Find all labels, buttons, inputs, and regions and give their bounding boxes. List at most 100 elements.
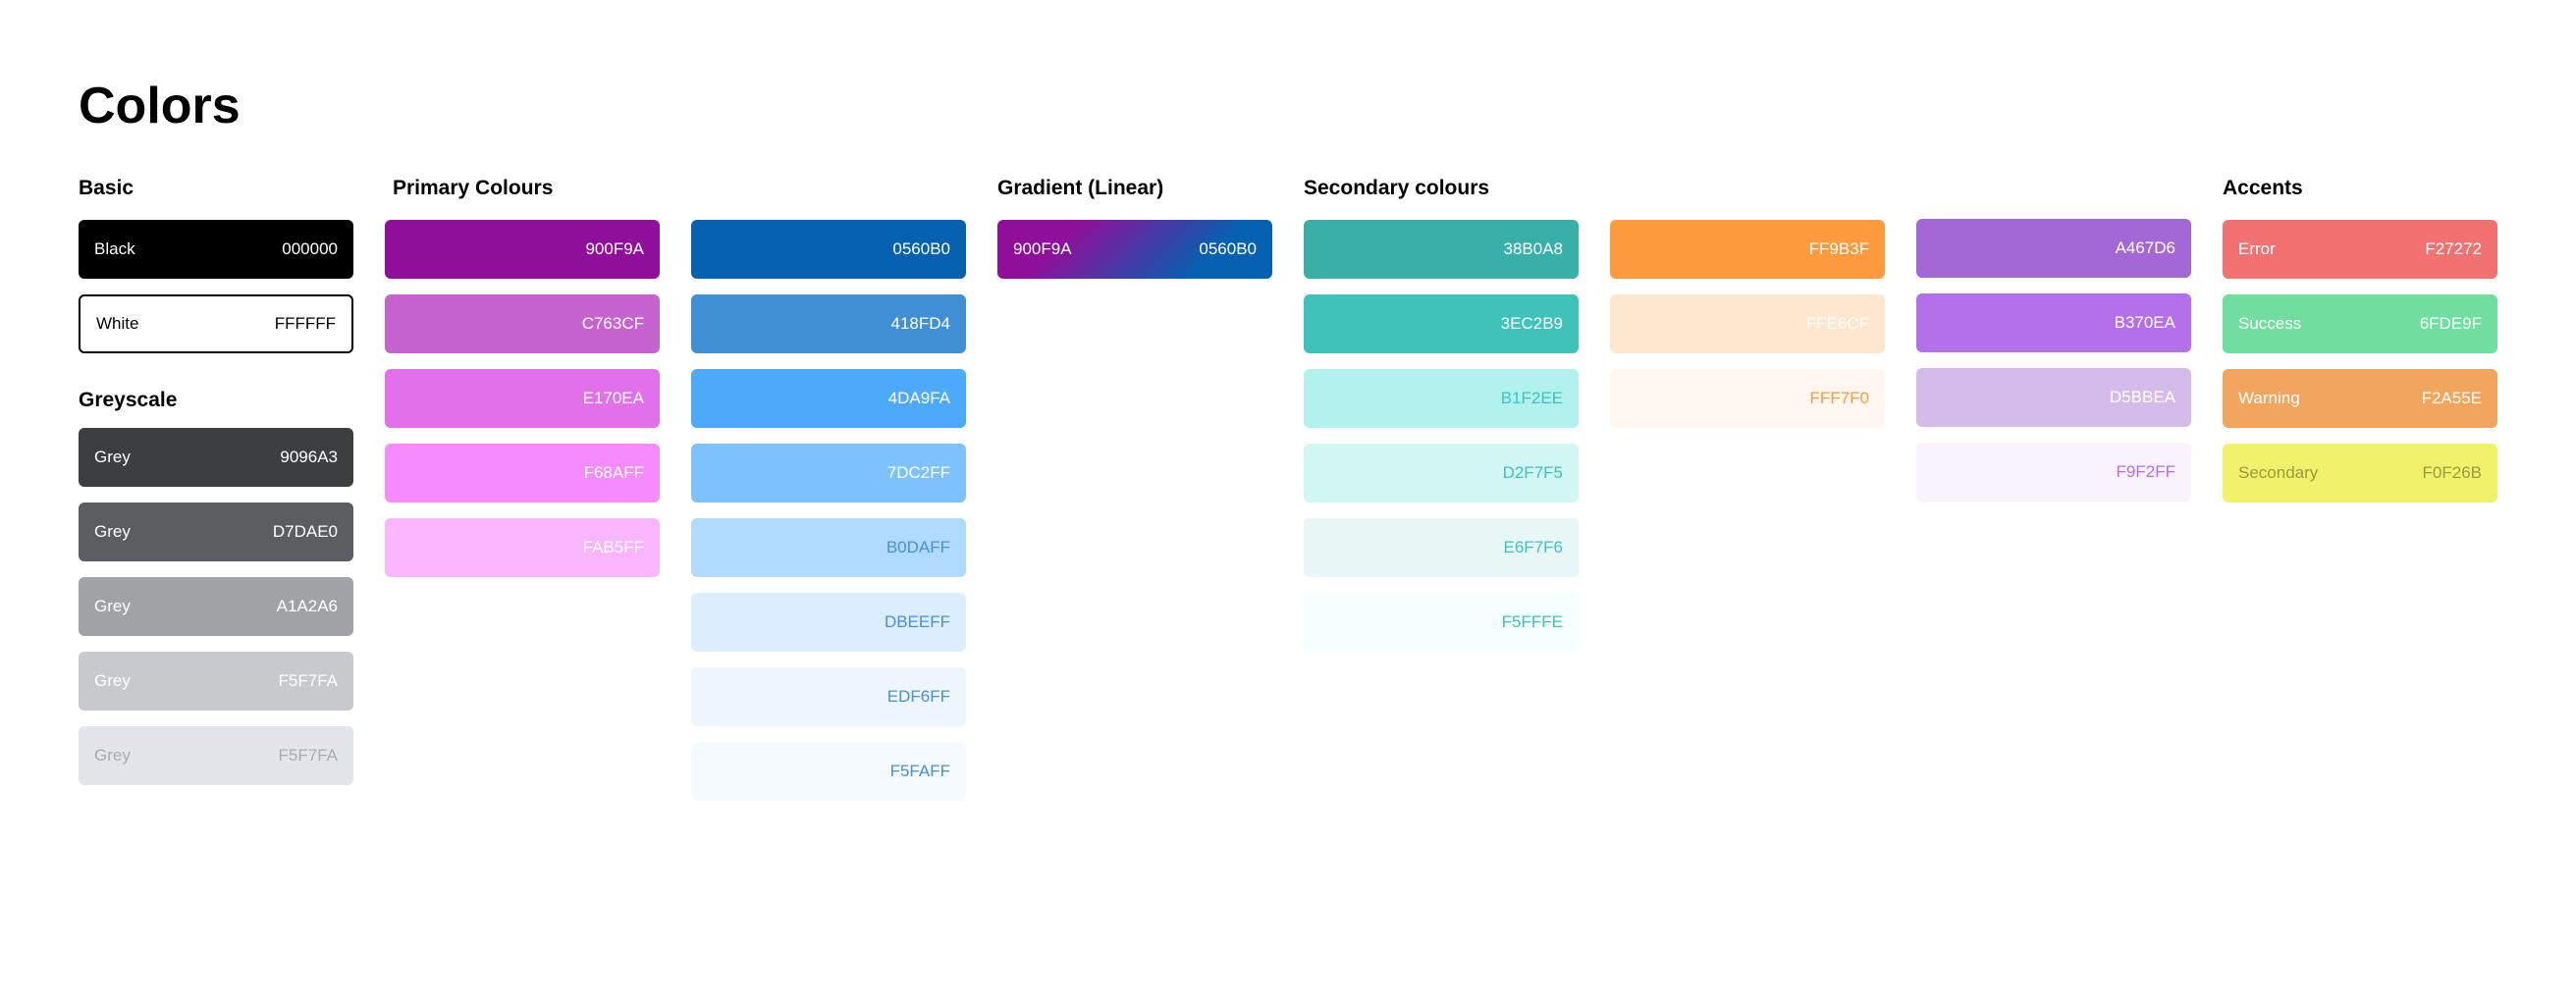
color-swatch[interactable]: 900F9A [385,220,660,279]
swatch-hex-code: F5FAFF [889,762,950,780]
primary-colours-heading: Primary Colours [393,177,554,199]
secondary-teal-column: 38B0A8 3EC2B9 B1F2EE D2F7F5 E6F7F6 F5FFFE [1304,220,1579,667]
swatch-hex-code: D7DAE0 [272,522,338,541]
swatch-hex-code: D5BBEA [2109,388,2175,406]
swatch-hex-code: 6FDE9F [2419,314,2482,333]
swatch-name: Black [94,239,135,258]
color-swatch[interactable]: A467D6 [1916,219,2191,278]
color-swatch[interactable]: DBEEFF [691,593,966,652]
swatch-hex-code: 0560B0 [892,239,950,258]
swatch-name: Error [2238,239,2276,258]
swatch-hex-code: FF9B3F [1808,239,1869,258]
color-swatch[interactable]: 4DA9FA [691,369,966,428]
color-swatch[interactable]: B1F2EE [1304,369,1579,428]
swatch-hex-code: FFFFFF [274,314,336,333]
swatch-hex-code: 7DC2FF [886,463,950,482]
gradient-start-code: 900F9A [1013,239,1072,258]
color-swatch[interactable]: 38B0A8 [1304,220,1579,279]
swatch-hex-code: B370EA [2114,313,2175,332]
basic-swatch-column: Black 000000 White FFFFFF [79,220,353,369]
color-swatch[interactable]: Grey A1A2A6 [79,577,353,636]
primary-blue-column: 0560B0 418FD4 4DA9FA 7DC2FF B0DAFF DBEEFF EDF6… [691,220,966,817]
swatch-hex-code: F27272 [2425,239,2482,258]
swatch-name: Grey [94,522,131,541]
swatch-hex-code: 3EC2B9 [1500,314,1563,333]
color-swatch[interactable]: E6F7F6 [1304,518,1579,577]
gradient-end-code: 0560B0 [1199,239,1257,258]
basic-heading: Basic [79,177,134,199]
greyscale-heading: Greyscale [79,389,178,411]
color-swatch[interactable]: Grey 9096A3 [79,428,353,487]
color-swatch[interactable]: F5FAFF [691,742,966,801]
color-swatch[interactable]: 418FD4 [691,294,966,353]
swatch-hex-code: C763CF [581,314,644,333]
swatch-hex-code: 418FD4 [890,314,950,333]
swatch-name: Grey [94,448,131,466]
swatch-hex-code: EDF6FF [886,687,950,706]
color-swatch[interactable]: D2F7F5 [1304,444,1579,502]
swatch-name: Warning [2238,389,2300,407]
gradient-heading: Gradient (Linear) [997,177,1164,199]
swatch-name: Grey [94,671,131,690]
color-swatch[interactable]: B0DAFF [691,518,966,577]
color-swatch[interactable]: Grey F5F7FA [79,652,353,711]
swatch-name: White [96,314,139,333]
color-swatch[interactable]: C763CF [385,294,660,353]
color-swatch[interactable]: FAB5FF [385,518,660,577]
swatch-name: Secondary [2238,463,2319,482]
swatch-hex-code: D2F7F5 [1502,463,1563,482]
swatch-hex-code: F68AFF [583,463,644,482]
color-swatch[interactable]: F68AFF [385,444,660,502]
swatch-hex-code: FFE6CF [1805,314,1869,333]
swatch-hex-code: DBEEFF [884,612,950,631]
swatch-name: Grey [94,746,131,765]
color-swatch[interactable]: D5BBEA [1916,368,2191,427]
secondary-orange-column: FF9B3F FFE6CF FFF7F0 [1610,220,1885,444]
color-swatch[interactable]: 7DC2FF [691,444,966,502]
swatch-hex-code: 000000 [282,239,338,258]
accents-swatch-column: Error F27272 Success 6FDE9F Warning F2A55E Sec… [2223,220,2497,518]
swatch-hex-code: FAB5FF [582,538,644,556]
color-swatch[interactable]: Error F27272 [2223,220,2497,279]
color-swatch[interactable]: E170EA [385,369,660,428]
swatch-name: Grey [94,597,131,615]
color-swatch[interactable]: B370EA [1916,293,2191,352]
accents-heading: Accents [2223,177,2303,199]
color-swatch[interactable]: 0560B0 [691,220,966,279]
swatch-hex-code: F5FFFE [1501,612,1563,631]
swatch-hex-code: 38B0A8 [1503,239,1564,258]
color-swatch[interactable]: FFF7F0 [1610,369,1885,428]
swatch-hex-code: A467D6 [2115,238,2175,257]
color-swatch[interactable]: Grey D7DAE0 [79,502,353,561]
swatch-hex-code: F5F7FA [278,746,338,765]
color-swatch[interactable]: White FFFFFF [79,294,353,353]
page-title: Colors [79,78,241,134]
swatch-hex-code: 900F9A [585,239,644,258]
secondary-violet-column: A467D6 B370EA D5BBEA F9F2FF [1916,219,2191,517]
color-swatch[interactable]: EDF6FF [691,667,966,726]
color-swatch[interactable]: F9F2FF [1916,443,2191,502]
greyscale-swatch-column: Grey 9096A3 Grey D7DAE0 Grey A1A2A6 Grey F5F7FA… [79,428,353,801]
color-swatch[interactable]: FF9B3F [1610,220,1885,279]
swatch-hex-code: A1A2A6 [276,597,338,615]
color-swatch[interactable]: 3EC2B9 [1304,294,1579,353]
color-swatch[interactable]: Black 000000 [79,220,353,279]
swatch-hex-code: 9096A3 [280,448,338,466]
swatch-hex-code: B0DAFF [886,538,950,556]
swatch-name: Success [2238,314,2302,333]
swatch-hex-code: F5F7FA [278,671,338,690]
color-swatch[interactable]: Grey F5F7FA [79,726,353,785]
swatch-hex-code: B1F2EE [1500,389,1563,407]
swatch-hex-code: 4DA9FA [887,389,950,407]
color-swatch[interactable]: Secondary F0F26B [2223,444,2497,502]
swatch-hex-code: F2A55E [2421,389,2482,407]
gradient-swatch[interactable]: 900F9A 0560B0 [997,220,1272,279]
color-swatch[interactable]: F5FFFE [1304,593,1579,652]
swatch-hex-code: FFF7F0 [1809,389,1869,407]
swatch-hex-code: F0F26B [2422,463,2482,482]
color-swatch[interactable]: FFE6CF [1610,294,1885,353]
swatch-hex-code: E6F7F6 [1503,538,1563,556]
color-swatch[interactable]: Warning F2A55E [2223,369,2497,428]
color-swatch[interactable]: Success 6FDE9F [2223,294,2497,353]
swatch-hex-code: E170EA [582,389,644,407]
